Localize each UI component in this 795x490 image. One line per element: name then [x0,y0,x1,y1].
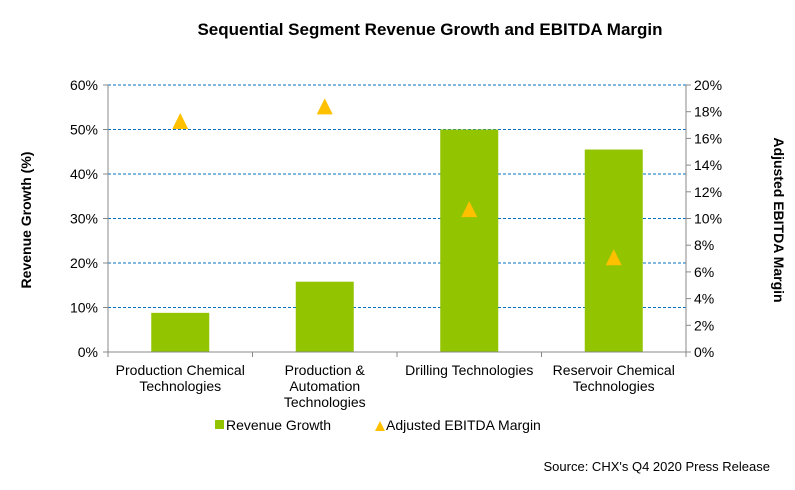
y-tick-label: 10% [70,300,98,316]
y2-tick-label: 6% [694,264,714,280]
x-tick-label: Drilling Technologies [405,362,533,378]
legend-label-ebitda-margin: Adjusted EBITDA Margin [386,417,541,433]
x-tick-label: Technologies [284,394,366,410]
y2-tick-label: 0% [694,344,714,360]
x-tick-label: Production Chemical [116,362,245,378]
y2-tick-label: 10% [694,211,722,227]
y2-tick-label: 20% [694,77,722,93]
legend-swatch-ebitda-margin [375,421,385,431]
x-tick-label: Technologies [573,378,655,394]
y-tick-label: 20% [70,255,98,271]
y2-tick-label: 16% [694,130,722,146]
legend-swatch-revenue-growth [215,420,224,429]
y2-tick-label: 2% [694,317,714,333]
y-tick-label: 60% [70,77,98,93]
y-axis-label: Revenue Growth (%) [18,152,34,289]
marker-ebitda-margin [316,98,333,115]
x-tick-label: Reservoir Chemical [553,362,675,378]
x-tick-label: Production & [285,362,366,378]
bar-revenue-growth [440,129,499,352]
x-tick-label: Automation [289,378,360,394]
y-tick-label: 50% [70,122,98,138]
x-tick-label: Technologies [139,378,221,394]
legend-label-revenue-growth: Revenue Growth [226,417,331,433]
y2-axis-label: Adjusted EBITDA Margin [771,137,787,302]
bar-revenue-growth [151,312,210,352]
bar-revenue-growth [295,281,354,352]
y2-tick-label: 8% [694,237,714,253]
y-tick-label: 30% [70,211,98,227]
y-tick-label: 40% [70,166,98,182]
y2-tick-label: 14% [694,157,722,173]
y-tick-label: 0% [78,344,98,360]
marker-ebitda-margin [605,249,622,266]
marker-ebitda-margin [172,113,189,130]
y2-tick-label: 12% [694,184,722,200]
y2-tick-label: 18% [694,104,722,120]
y2-tick-label: 4% [694,291,714,307]
chart-title: Sequential Segment Revenue Growth and EB… [197,20,662,39]
source-note: Source: CHX's Q4 2020 Press Release [544,459,770,474]
marker-ebitda-margin [461,201,478,218]
